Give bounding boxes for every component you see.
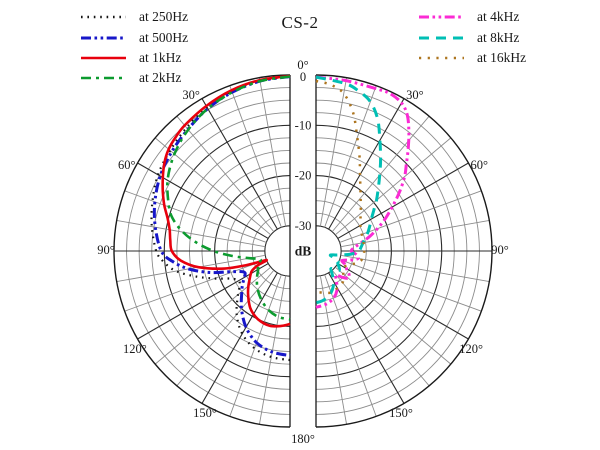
curve-16khz (315, 79, 366, 295)
polar-grid-right (315, 74, 493, 428)
legend-item-8khz: at 8kHz (418, 27, 526, 47)
legend-label: at 8kHz (477, 29, 520, 45)
grid-spoke (331, 269, 430, 387)
angle-label: 90° (491, 243, 509, 257)
grid-spoke (339, 190, 482, 243)
grid-spoke (258, 275, 287, 425)
angle-label: 120° (459, 342, 483, 356)
polar-grid-left (113, 74, 291, 428)
legend-item-4khz: at 4kHz (418, 7, 526, 27)
grid-spoke (328, 272, 405, 404)
grid-arc (315, 74, 493, 428)
angle-label: 30° (406, 88, 424, 102)
grid-spoke (137, 263, 269, 340)
grid-spoke (334, 137, 452, 236)
curve-1khz (161, 74, 291, 328)
db-unit-label: dB (295, 244, 312, 259)
grid-spoke (124, 190, 267, 243)
grid-spoke (124, 259, 267, 312)
legend-item-250hz: at 250Hz (80, 7, 188, 27)
grid-spoke (324, 85, 377, 228)
grid-spoke (229, 85, 282, 228)
db-tick-label: 0 (300, 70, 306, 84)
grid-spoke (337, 162, 469, 239)
chart-title: CS-2 (281, 13, 319, 32)
angle-label: 120° (123, 342, 147, 356)
grid-spoke (258, 77, 287, 227)
curves-right (315, 75, 411, 309)
legend-label: at 250Hz (139, 9, 189, 25)
grid-arc (113, 74, 291, 428)
angle-label: 60° (470, 158, 488, 172)
angle-label: 150° (389, 406, 413, 420)
grid-spoke (334, 266, 452, 365)
grid-spoke (229, 274, 282, 417)
legend-right: at 4kHz at 8kHz at 16kHz (418, 7, 526, 68)
angle-label: 60° (118, 158, 136, 172)
curve-500hz (152, 75, 291, 358)
grid-spoke (176, 115, 275, 233)
grid-spoke (328, 98, 405, 230)
grid-spoke (331, 115, 430, 233)
legend-label: at 2kHz (139, 70, 182, 86)
db-tick-label: -10 (295, 118, 312, 132)
grid-spoke (324, 274, 377, 417)
grid-spoke (319, 77, 348, 227)
legend-item-2khz: at 2kHz (80, 68, 188, 88)
grid-spoke (116, 219, 266, 248)
legend-line-sample (419, 15, 464, 19)
db-tick-label: -20 (295, 169, 312, 183)
grid-spoke (339, 259, 482, 312)
curves-left (150, 74, 291, 362)
legend-item-1khz: at 1kHz (80, 48, 188, 68)
grid-spoke (340, 254, 490, 283)
grid-arc (264, 225, 291, 277)
legend-item-500hz: at 500Hz (80, 27, 188, 47)
legend-label: at 4kHz (477, 9, 520, 25)
legend-item-16khz: at 16kHz (418, 48, 526, 68)
angle-label: 30° (182, 88, 200, 102)
legend-label: at 1kHz (139, 49, 182, 65)
legend-line-sample (81, 36, 126, 40)
angle-label-bottom: 180° (291, 432, 315, 446)
legend-label: at 500Hz (139, 29, 189, 45)
legend-label: at 16kHz (477, 49, 527, 65)
grid-arc (315, 225, 342, 277)
grid-spoke (337, 263, 469, 340)
grid-spoke (340, 219, 490, 248)
grid-spoke (137, 162, 269, 239)
legend-line-sample (81, 56, 126, 60)
legend-left: at 250Hz at 500Hz at 1kHz at 2kHz (80, 7, 188, 89)
grid-spoke (201, 98, 278, 230)
grid-spoke (176, 269, 275, 387)
legend-line-sample (81, 15, 126, 19)
angle-label-zero: 0° (297, 58, 308, 72)
angle-label: 90° (97, 243, 115, 257)
angle-label: 150° (193, 406, 217, 420)
legend-line-sample (81, 77, 126, 80)
grid-spoke (201, 272, 278, 404)
db-tick-label: -30 (295, 219, 312, 233)
curve-250hz (150, 75, 291, 362)
legend-line-sample (419, 36, 464, 40)
grid-spoke (154, 266, 272, 365)
curve-2khz (166, 75, 291, 321)
